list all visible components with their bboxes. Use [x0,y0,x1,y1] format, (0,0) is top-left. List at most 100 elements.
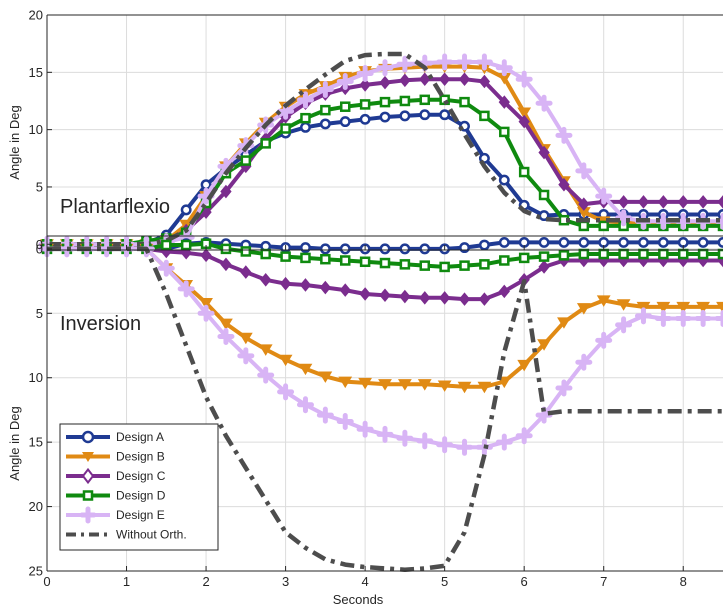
inversion-series-design_e-point [674,309,692,327]
inversion-x-tick-label: 3 [282,574,289,589]
inversion-series-design_d-point [260,248,271,260]
plantarflexion-series-design_c-point [697,195,709,209]
plantarflexion-series-design_b-point [517,107,532,119]
inversion-series-design_d-point [419,260,431,271]
inversion-series-design_b-point [457,381,472,394]
legend-marker-design_a [81,430,95,444]
legend-entry-design_a: Design A [66,430,164,444]
inversion-series-design_d-point [240,246,252,257]
plantarflexion-series-design_e-point [376,59,394,77]
inversion-series-design_b-point [238,332,253,345]
inversion-series-design_d-point [558,250,570,261]
plantarflexion-annotation: Plantarflexio [60,196,170,218]
inversion-x-tick-label: 1 [123,574,130,589]
inversion-series-design_e-point [177,280,195,298]
plantarflexion-series-design_e-point [316,81,334,99]
inversion-series-design_d-point [518,252,530,264]
plantarflexion-series-design_a-point [419,109,431,121]
inversion-series-design_e-point [436,436,454,454]
inversion-series-design_a-point [319,243,331,255]
plantarflexion-series-design_e-point [515,70,533,88]
plantarflexion-series-design_e-point [356,64,374,82]
inversion-series-design_c-point [319,280,332,295]
legend-label-design_c: Design C [116,469,166,483]
inversion-series-design_b-point [517,359,532,372]
inversion-series-design_a-point [478,239,490,251]
plantarflexion-series-design_e-point [336,72,354,90]
inversion-x-tick-label: 4 [362,574,369,589]
series-layer [38,51,723,572]
plantarflexion-series-design_d-point [240,155,252,166]
legend-entry-design_c: Design C [66,467,166,485]
inversion-series-design_d-point [677,248,689,260]
inversion-x-tick-label: 7 [600,574,607,589]
inversion-series-design_b-point [199,298,213,310]
inversion-series-design_e-point [336,413,354,431]
inversion-series-group [38,236,723,572]
plantarflexion-series-group [38,51,723,253]
legend-entry-design_d: Design D [66,489,166,503]
plantarflexion-series-design_a-point [498,174,510,186]
plantarflexion-series-design_c-point [617,195,630,209]
inversion-series-design_a-point [697,236,709,248]
inversion-y-tick-label: 5 [36,306,43,321]
inversion-series-design_b-point [318,371,333,383]
inversion-series-design_e-point [356,420,374,438]
inversion-y-tick-label: 25 [29,564,43,579]
plantarflexion-y-tick-label: 15 [29,65,43,80]
legend-marker-design_e [79,506,97,524]
plantarflexion-y-tick-label: 0 [36,237,43,252]
inversion-series-design_d-point [379,257,391,269]
legend-label-design_e: Design E [116,508,165,522]
inversion-x-tick-label: 0 [43,574,50,589]
inversion-series-design_e-point [237,347,255,365]
inversion-series-design_e-point [376,425,394,443]
inversion-series-design_a-point [419,243,431,255]
plantarflexion-series-design_c-point [399,73,411,88]
inversion-series-design_d-point [638,248,649,260]
inversion-series-design_c-point [359,287,371,301]
inversion-series-design_d-point [578,248,590,260]
inversion-series-design_b-point [378,379,392,391]
inversion-series-design_d-point [161,239,172,251]
plantarflexion-series-design_d-point [499,126,510,138]
plantarflexion-series-design_d-point [339,101,351,112]
inversion-series-design_a-point [618,236,630,248]
inversion-series-design_c-point [279,276,292,291]
inversion-series-design_d-point [538,251,550,262]
inversion-x-tick-label: 8 [680,574,687,589]
legend-marker-design_d [82,490,94,501]
inversion-series-design_a-point [657,236,669,248]
plantarflexion-series-design_d-point [419,94,431,106]
inversion-series-design_b-point [537,339,551,351]
plantarflexion-series-design_e-point [575,162,593,180]
plantarflexion-series-design_e-point [495,59,513,77]
inversion-series-design_d-point [220,243,232,255]
inversion-series-design_e-point [495,433,513,451]
plantarflexion-series-design_c-point [637,195,650,209]
inversion-series-design_d-point [399,259,411,270]
inversion-series-design_d-point [479,259,490,270]
plantarflexion-series-design_a-point [319,118,331,130]
legend-label-design_a: Design A [116,430,164,444]
inversion-series-design_b-point [358,377,373,390]
plantarflexion-series-design_d-point [280,123,291,134]
inversion-series-design_e-point [555,379,573,397]
plantarflexion-series-design_c-point [220,184,232,199]
inversion-series-design_a-point [459,242,470,254]
inversion-series-design_e-point [654,309,672,327]
plantarflexion-series-design_e-point [296,91,314,109]
plantarflexion-series-design_d-point [320,104,331,116]
plantarflexion-series-design_e-point [475,53,493,71]
plantarflexion-series-design_c-point [538,145,550,160]
inversion-y-tick-label: 20 [29,499,43,514]
inversion-series-design_d-point [359,256,371,268]
inversion-series-design_c-point [260,273,272,287]
plantarflexion-series-design_d-point [538,189,550,201]
plantarflexion-series-design_e-point [396,55,414,73]
inversion-y-tick-label: 0 [36,241,43,256]
plantarflexion-series-design_a-point [180,204,192,216]
inversion-series-design_a-point [638,236,649,248]
inversion-series-design_a-point [498,236,510,248]
